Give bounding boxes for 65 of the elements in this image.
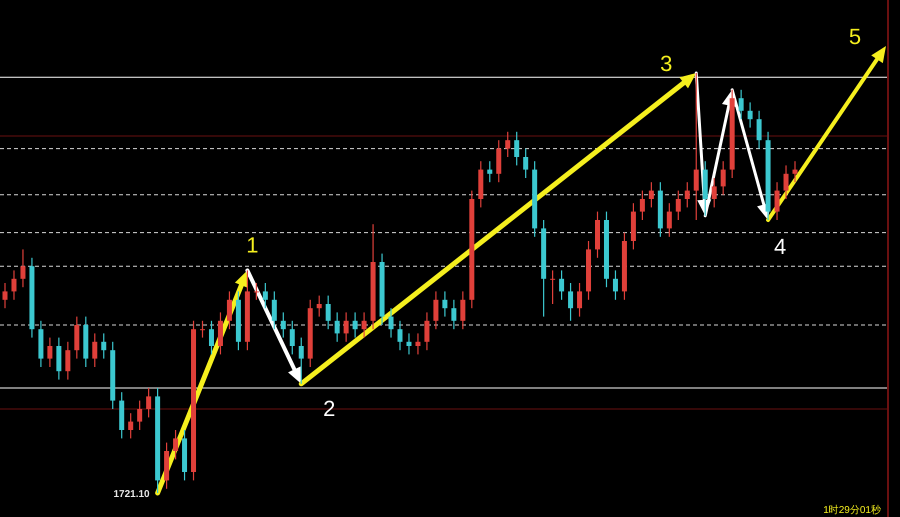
candlestick — [442, 290, 448, 318]
candlestick — [362, 312, 367, 338]
text: 5 — [848, 24, 862, 49]
candlestick — [298, 337, 304, 384]
annotation: 3 — [660, 51, 672, 76]
candlestick — [388, 308, 394, 338]
candlestick — [65, 341, 70, 380]
candlestick — [676, 190, 681, 221]
candlestick — [262, 282, 268, 309]
candlestick — [326, 295, 331, 330]
candlestick — [433, 290, 438, 330]
candlestick — [290, 320, 295, 355]
candlestick — [272, 290, 277, 330]
candlestick — [559, 270, 564, 300]
candlestick — [784, 164, 789, 200]
candlestick — [523, 148, 528, 179]
candlestick — [334, 312, 340, 342]
candlestick — [316, 295, 322, 318]
candlestick — [487, 160, 492, 183]
candlestick — [92, 332, 98, 368]
candlestick — [712, 177, 717, 208]
candlestick — [451, 299, 456, 330]
candlestick — [792, 160, 798, 183]
candlestick — [748, 102, 753, 128]
candlestick — [505, 131, 510, 158]
candlestick — [550, 270, 556, 305]
candlestick — [774, 182, 780, 221]
candlestick — [128, 412, 134, 439]
candlestick — [101, 332, 106, 360]
candlestick — [173, 429, 178, 460]
candlestick — [47, 337, 52, 368]
candlestick — [684, 182, 690, 208]
candlestick — [137, 400, 142, 431]
candlestick — [200, 320, 205, 338]
candlestick — [460, 290, 466, 330]
candlestick — [406, 332, 412, 355]
candlestick — [577, 282, 582, 318]
annotation: 1 — [246, 232, 259, 258]
candlestick — [2, 282, 8, 309]
candlestick — [424, 312, 430, 351]
candlestick — [20, 248, 26, 288]
annotation: 1721.10 — [113, 489, 150, 500]
candlestick — [280, 312, 286, 338]
candlestick — [344, 312, 349, 342]
candlestick — [415, 332, 420, 355]
candlestick — [398, 320, 402, 351]
text: 1时29分01秒 — [823, 504, 881, 516]
candlestick — [612, 270, 618, 300]
candlestick — [694, 72, 699, 221]
candlestick — [640, 190, 645, 221]
candlestick — [11, 270, 16, 300]
candlestick — [514, 131, 520, 166]
candlestick — [146, 387, 152, 418]
candlestick — [352, 312, 358, 338]
candlestick — [738, 89, 744, 120]
candlestick — [648, 182, 654, 208]
candlestick — [226, 290, 232, 330]
candlestick — [666, 202, 672, 238]
candlestick — [254, 282, 259, 300]
candlestick — [720, 160, 726, 196]
candlestick — [756, 110, 762, 150]
candlestick — [208, 320, 214, 355]
candlestick — [568, 282, 574, 322]
annotation: 4 — [774, 234, 786, 259]
annotation: 2 — [323, 396, 336, 421]
